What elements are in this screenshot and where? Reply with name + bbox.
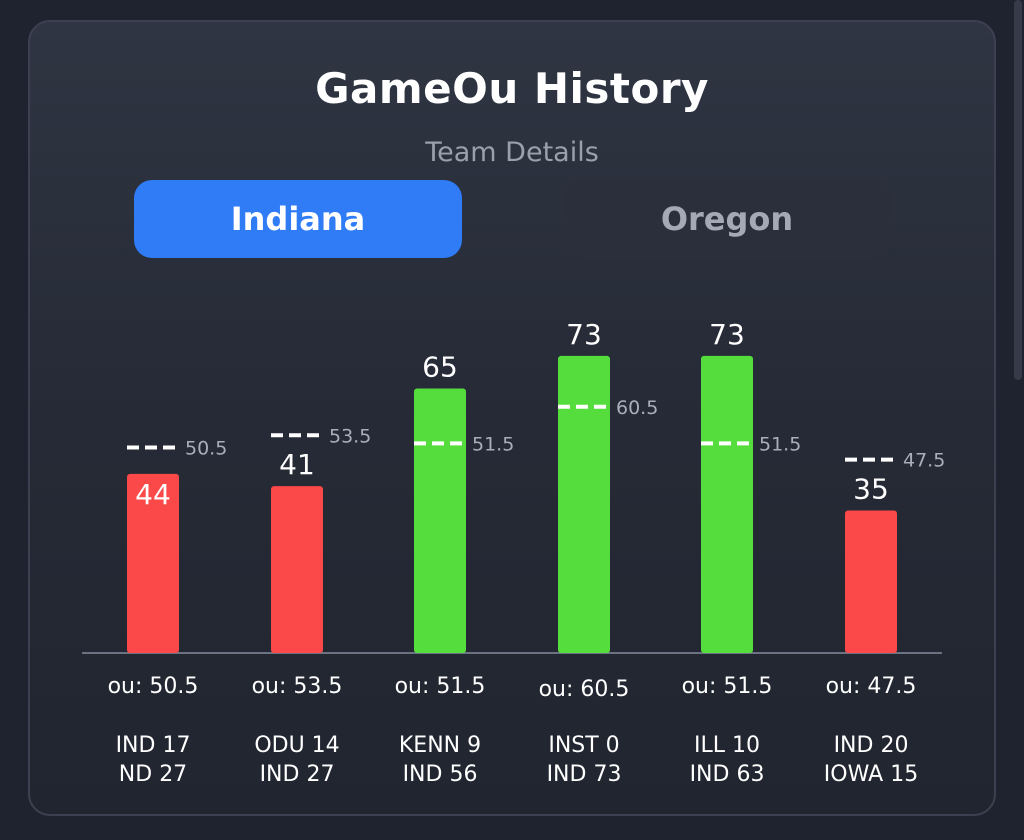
- ou-tick-label: ou: 51.5: [395, 674, 486, 699]
- game-score-label: ILL 10: [694, 733, 760, 758]
- ou-line-label: 50.5: [185, 437, 227, 459]
- bar: [414, 388, 466, 653]
- ou-tick-label: ou: 51.5: [682, 674, 773, 699]
- game-score-label: INST 0: [548, 733, 619, 758]
- ou-line-label: 47.5: [903, 450, 945, 472]
- ou-tick-label: ou: 47.5: [826, 674, 917, 699]
- game-score-label: IOWA 15: [824, 762, 918, 787]
- ou-history-card: GameOu History Team Details Indiana Oreg…: [28, 20, 996, 816]
- bar: [558, 355, 610, 653]
- bar-value-label: 73: [566, 318, 602, 351]
- bar: [127, 473, 179, 653]
- ou-tick-label: ou: 53.5: [252, 674, 343, 699]
- ou-line-label: 60.5: [616, 397, 658, 419]
- game-score-label: IND 27: [260, 762, 335, 787]
- bar-value-label: 65: [422, 350, 458, 383]
- bar-value-label: 73: [709, 318, 745, 351]
- bar-value-label: 44: [135, 478, 171, 511]
- game-score-label: ND 27: [119, 762, 187, 787]
- game-score-label: IND 17: [116, 733, 191, 758]
- game-score-label: ODU 14: [254, 733, 339, 758]
- bar: [271, 486, 323, 653]
- game-score-label: IND 20: [834, 733, 909, 758]
- bar-value-label: 35: [853, 473, 889, 506]
- scrollbar[interactable]: [1014, 0, 1022, 380]
- tab-indiana[interactable]: Indiana: [134, 180, 462, 258]
- ou-line-label: 53.5: [329, 425, 371, 447]
- page-subtitle: Team Details: [425, 137, 599, 168]
- game-score-label: IND 73: [547, 762, 622, 787]
- ou-line-label: 51.5: [759, 433, 801, 455]
- ou-line-label: 51.5: [472, 433, 514, 455]
- page-title: GameOu History: [315, 64, 709, 113]
- game-score-label: IND 56: [403, 762, 478, 787]
- game-score-label: IND 63: [690, 762, 765, 787]
- game-score-label: KENN 9: [399, 733, 481, 758]
- bar: [845, 510, 897, 653]
- ou-tick-label: ou: 60.5: [539, 677, 630, 702]
- bar-value-label: 41: [279, 448, 315, 481]
- ou-tick-label: ou: 50.5: [108, 674, 199, 699]
- bar: [701, 355, 753, 653]
- tab-oregon[interactable]: Oregon: [563, 180, 891, 258]
